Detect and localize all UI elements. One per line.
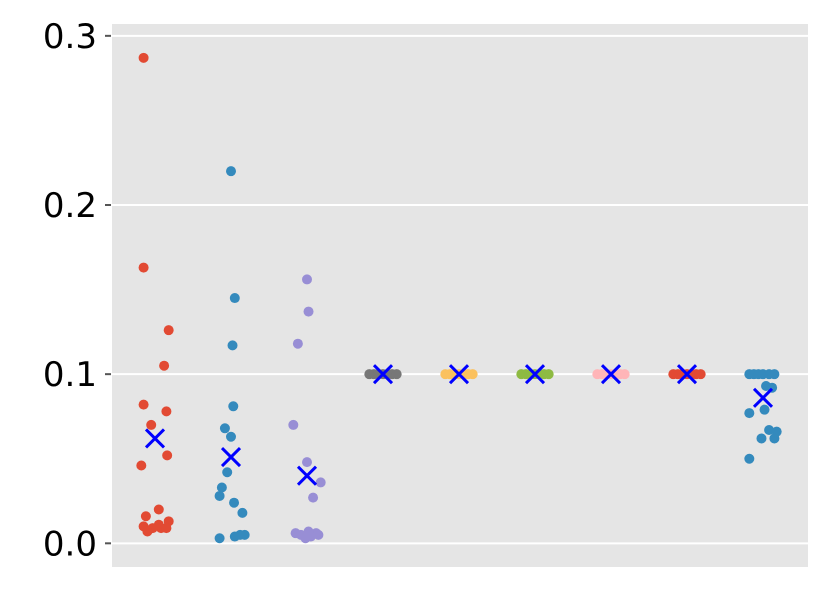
y-tick-label: 0.3: [43, 17, 97, 57]
mean-marker-stroke: [600, 364, 622, 385]
mean-marker: [220, 446, 242, 468]
data-point: [216, 482, 227, 493]
data-point: [161, 406, 172, 417]
data-point: [303, 306, 314, 317]
mean-marker: [144, 428, 166, 449]
data-point: [229, 531, 240, 542]
data-point: [391, 369, 402, 380]
data-point: [229, 293, 240, 304]
data-point: [619, 369, 630, 380]
data-point: [138, 52, 149, 63]
mean-marker-stroke: [296, 465, 318, 486]
data-point: [315, 477, 326, 488]
data-point: [162, 450, 173, 461]
data-point: [764, 424, 775, 435]
mean-marker-stroke: [220, 446, 242, 468]
data-point: [237, 507, 248, 518]
mean-marker-stroke: [676, 364, 698, 385]
data-point: [219, 423, 230, 434]
mean-marker-stroke: [372, 364, 394, 385]
data-point: [543, 369, 554, 380]
y-tick-label: 0.2: [43, 186, 97, 226]
data-point: [140, 511, 151, 522]
data-point: [292, 338, 303, 349]
mean-marker: [524, 364, 546, 385]
data-point: [214, 533, 225, 544]
mean-marker: [372, 364, 394, 385]
y-axis: 0.0 0.1 0.2 0.3: [43, 17, 111, 564]
mean-marker: [600, 364, 622, 385]
data-point: [303, 526, 314, 537]
data-point: [756, 433, 767, 444]
mean-markers: [144, 364, 774, 486]
data-point: [226, 166, 236, 177]
data-point: [302, 457, 312, 468]
mean-marker-stroke: [144, 428, 166, 449]
mean-marker-stroke: [524, 364, 546, 385]
mean-marker: [752, 387, 774, 408]
data-point: [288, 419, 299, 430]
mean-marker: [448, 364, 470, 385]
data-point: [142, 526, 153, 537]
data-point: [467, 369, 478, 380]
data-point: [744, 453, 755, 464]
data-point: [153, 504, 164, 515]
data-point: [229, 497, 240, 508]
mean-marker-stroke: [448, 364, 470, 385]
data-point: [308, 492, 319, 503]
data-point: [769, 369, 780, 380]
data-point: [136, 460, 147, 471]
data-point: [313, 529, 324, 540]
data-point: [744, 408, 755, 419]
data-point: [227, 340, 238, 351]
mean-marker: [676, 364, 698, 385]
data-point: [163, 325, 174, 336]
mean-marker-stroke: [752, 387, 774, 408]
data-point: [214, 490, 225, 501]
data-point: [138, 262, 149, 273]
plot-area: [112, 24, 808, 567]
y-tick-label: 0.0: [43, 524, 97, 564]
mean-marker: [296, 465, 318, 486]
data-point: [146, 419, 157, 430]
y-tick-label: 0.1: [43, 355, 97, 395]
data-point: [769, 433, 780, 444]
data-point: [138, 399, 149, 410]
data-point: [695, 369, 706, 380]
data-point: [302, 274, 312, 285]
data-point: [159, 360, 170, 371]
data-point: [759, 404, 770, 415]
data-point: [226, 431, 236, 442]
data-point: [222, 467, 233, 478]
data-point: [161, 523, 172, 534]
data-point: [228, 401, 239, 412]
